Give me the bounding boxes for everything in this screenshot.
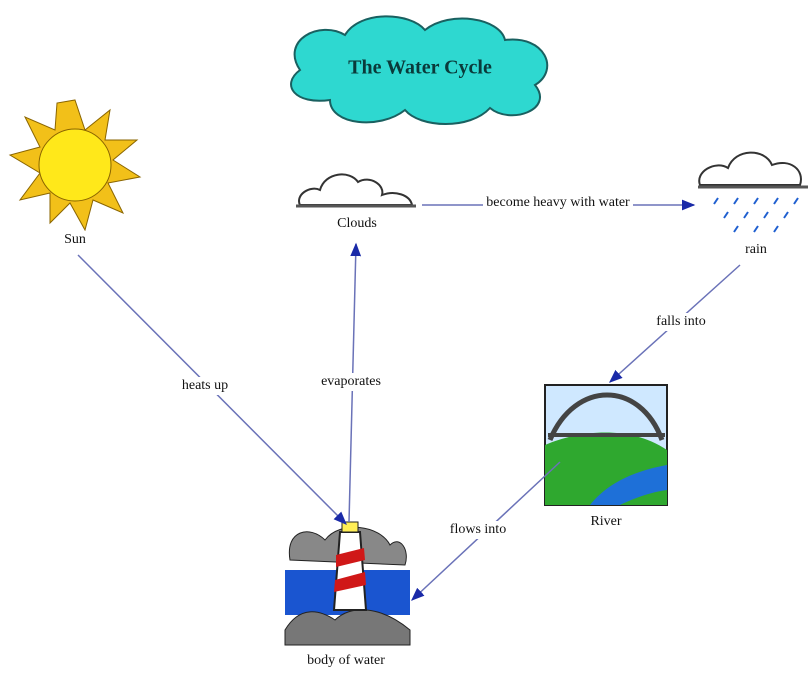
node-label: Sun — [64, 231, 86, 249]
node-label: rain — [745, 241, 767, 259]
rain-icon — [698, 153, 808, 232]
edge-label: flows into — [450, 521, 506, 539]
edge-label: falls into — [656, 313, 705, 331]
lighthouse-icon — [285, 522, 410, 645]
river-icon — [545, 385, 667, 505]
node-label: body of water — [307, 652, 385, 670]
title: The Water Cycle — [348, 57, 492, 80]
sun-icon — [10, 100, 140, 230]
node-label: River — [590, 513, 621, 531]
edge-label: evaporates — [321, 373, 381, 391]
edge-label: heats up — [182, 377, 228, 395]
edge-label: become heavy with water — [483, 194, 633, 212]
diagram-art — [0, 0, 810, 673]
diagram: The Water Cycle Sun Clouds rain River bo… — [0, 0, 810, 673]
node-label: Clouds — [337, 215, 377, 233]
clouds-icon — [296, 174, 416, 206]
